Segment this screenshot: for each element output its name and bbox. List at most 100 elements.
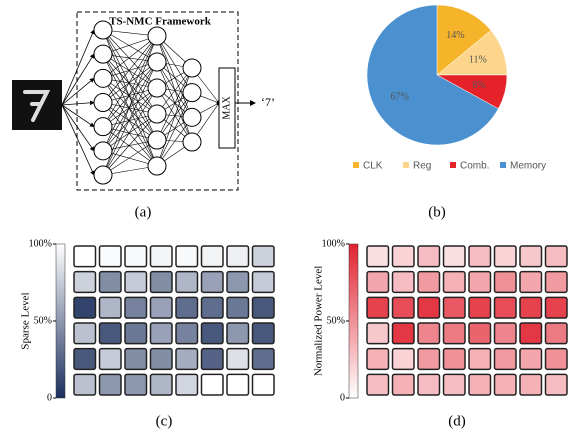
heatmap-cell — [125, 272, 147, 293]
heatmap-cell — [100, 349, 122, 370]
edge — [62, 105, 94, 151]
colorbar-tick-label: 50% — [327, 315, 345, 326]
edge — [62, 103, 94, 106]
heatmap-cell — [100, 297, 122, 318]
framework-title: TS-NMC Framework — [109, 16, 212, 28]
neuron — [148, 105, 166, 123]
heatmap-cell — [176, 374, 198, 395]
heatmap-cell — [100, 246, 122, 267]
legend-label: Reg — [413, 161, 431, 172]
heatmap-cell — [546, 374, 568, 395]
heatmap-cell — [100, 272, 122, 293]
heatmap-cell — [74, 272, 96, 293]
heatmap-cell — [418, 374, 440, 395]
heatmap-cell — [469, 246, 491, 267]
heatmap-cell — [151, 297, 173, 318]
heatmap-cell — [74, 349, 96, 370]
colorbar-tick-label: 0 — [340, 392, 345, 403]
heatmap-cell — [546, 349, 568, 370]
heatmap-cell — [546, 323, 568, 344]
heatmap-cell — [444, 297, 466, 318]
heatmap-cell — [495, 374, 517, 395]
heatmap-cell — [100, 374, 122, 395]
heatmap-cell — [202, 246, 224, 267]
heatmap-cell — [125, 323, 147, 344]
colorbar-label: Normalized Power Level — [313, 266, 325, 377]
neuron — [94, 45, 112, 63]
neuron — [94, 142, 112, 160]
heatmap-cell — [520, 272, 542, 293]
heatmap-cell — [520, 323, 542, 344]
neuron — [94, 118, 112, 136]
heatmap-cell — [125, 374, 147, 395]
colorbar-tick-label: 100% — [29, 238, 52, 249]
heatmap-cell — [253, 374, 275, 395]
neuron — [94, 21, 112, 39]
neuron — [148, 157, 166, 175]
heatmap-cell — [393, 246, 415, 267]
heatmap-cell — [176, 297, 198, 318]
slice-label: 14% — [446, 30, 464, 41]
heatmap-cell — [418, 323, 440, 344]
output-label: ‘7’ — [261, 95, 275, 109]
heatmap-cell — [151, 349, 173, 370]
heatmap-cell — [227, 272, 249, 293]
neuron — [148, 27, 166, 45]
heatmap-cell — [393, 374, 415, 395]
edge — [62, 78, 94, 105]
heatmap-cell — [202, 374, 224, 395]
heatmap-cell — [125, 246, 147, 267]
neuron — [183, 108, 201, 126]
neuron — [94, 166, 112, 184]
heatmap-cell — [176, 323, 198, 344]
slice-label: 8% — [472, 80, 485, 91]
heatmap-cell — [100, 323, 122, 344]
heatmap-cell — [74, 246, 96, 267]
heatmap-cell — [202, 323, 224, 344]
heatmap-cell — [520, 374, 542, 395]
heatmap-cell — [74, 374, 96, 395]
neuron — [94, 69, 112, 87]
heatmap-cell — [227, 246, 249, 267]
heatmap-cell — [367, 323, 389, 344]
legend-label: CLK — [363, 161, 383, 172]
heatmap-cell — [253, 297, 275, 318]
heatmap-cell — [151, 272, 173, 293]
heatmap-cell — [176, 246, 198, 267]
heatmap-cell — [393, 297, 415, 318]
neuron — [94, 94, 112, 112]
legend-swatch — [500, 162, 506, 168]
heatmap-cell — [546, 297, 568, 318]
legend-label: Memory — [510, 161, 546, 172]
neuron — [183, 84, 201, 102]
heatmap-cell — [469, 272, 491, 293]
heatmap-cell — [495, 246, 517, 267]
legend-swatch — [450, 162, 456, 168]
caption: (a) — [135, 204, 152, 220]
heatmap-cell — [74, 297, 96, 318]
edge — [62, 30, 94, 105]
max-label: MAX — [221, 96, 232, 120]
neuron — [148, 53, 166, 71]
heatmap-cell — [253, 246, 275, 267]
heatmap-cell — [495, 272, 517, 293]
legend-swatch — [403, 162, 409, 168]
colorbar-label: Sparse Level — [20, 292, 32, 349]
figure: TS-NMC Framework MAX ‘7’ (a) 14%11%8%67%… — [0, 0, 575, 436]
heatmap-cell — [495, 297, 517, 318]
heatmap-cell — [125, 349, 147, 370]
heatmap-cell — [520, 246, 542, 267]
heatmap-cell — [176, 272, 198, 293]
heatmap-cell — [176, 349, 198, 370]
heatmap-cell — [393, 272, 415, 293]
caption: (d) — [448, 413, 466, 429]
heatmap-cell — [469, 323, 491, 344]
heatmap-cell — [227, 349, 249, 370]
colorbar-tick-label: 100% — [322, 238, 345, 249]
heatmap-cell — [151, 323, 173, 344]
heatmap-cell — [227, 323, 249, 344]
legend-label: Comb. — [460, 161, 489, 172]
heatmap-cell — [444, 272, 466, 293]
heatmap-cell — [202, 272, 224, 293]
colorbar-tick-label: 50% — [34, 315, 52, 326]
